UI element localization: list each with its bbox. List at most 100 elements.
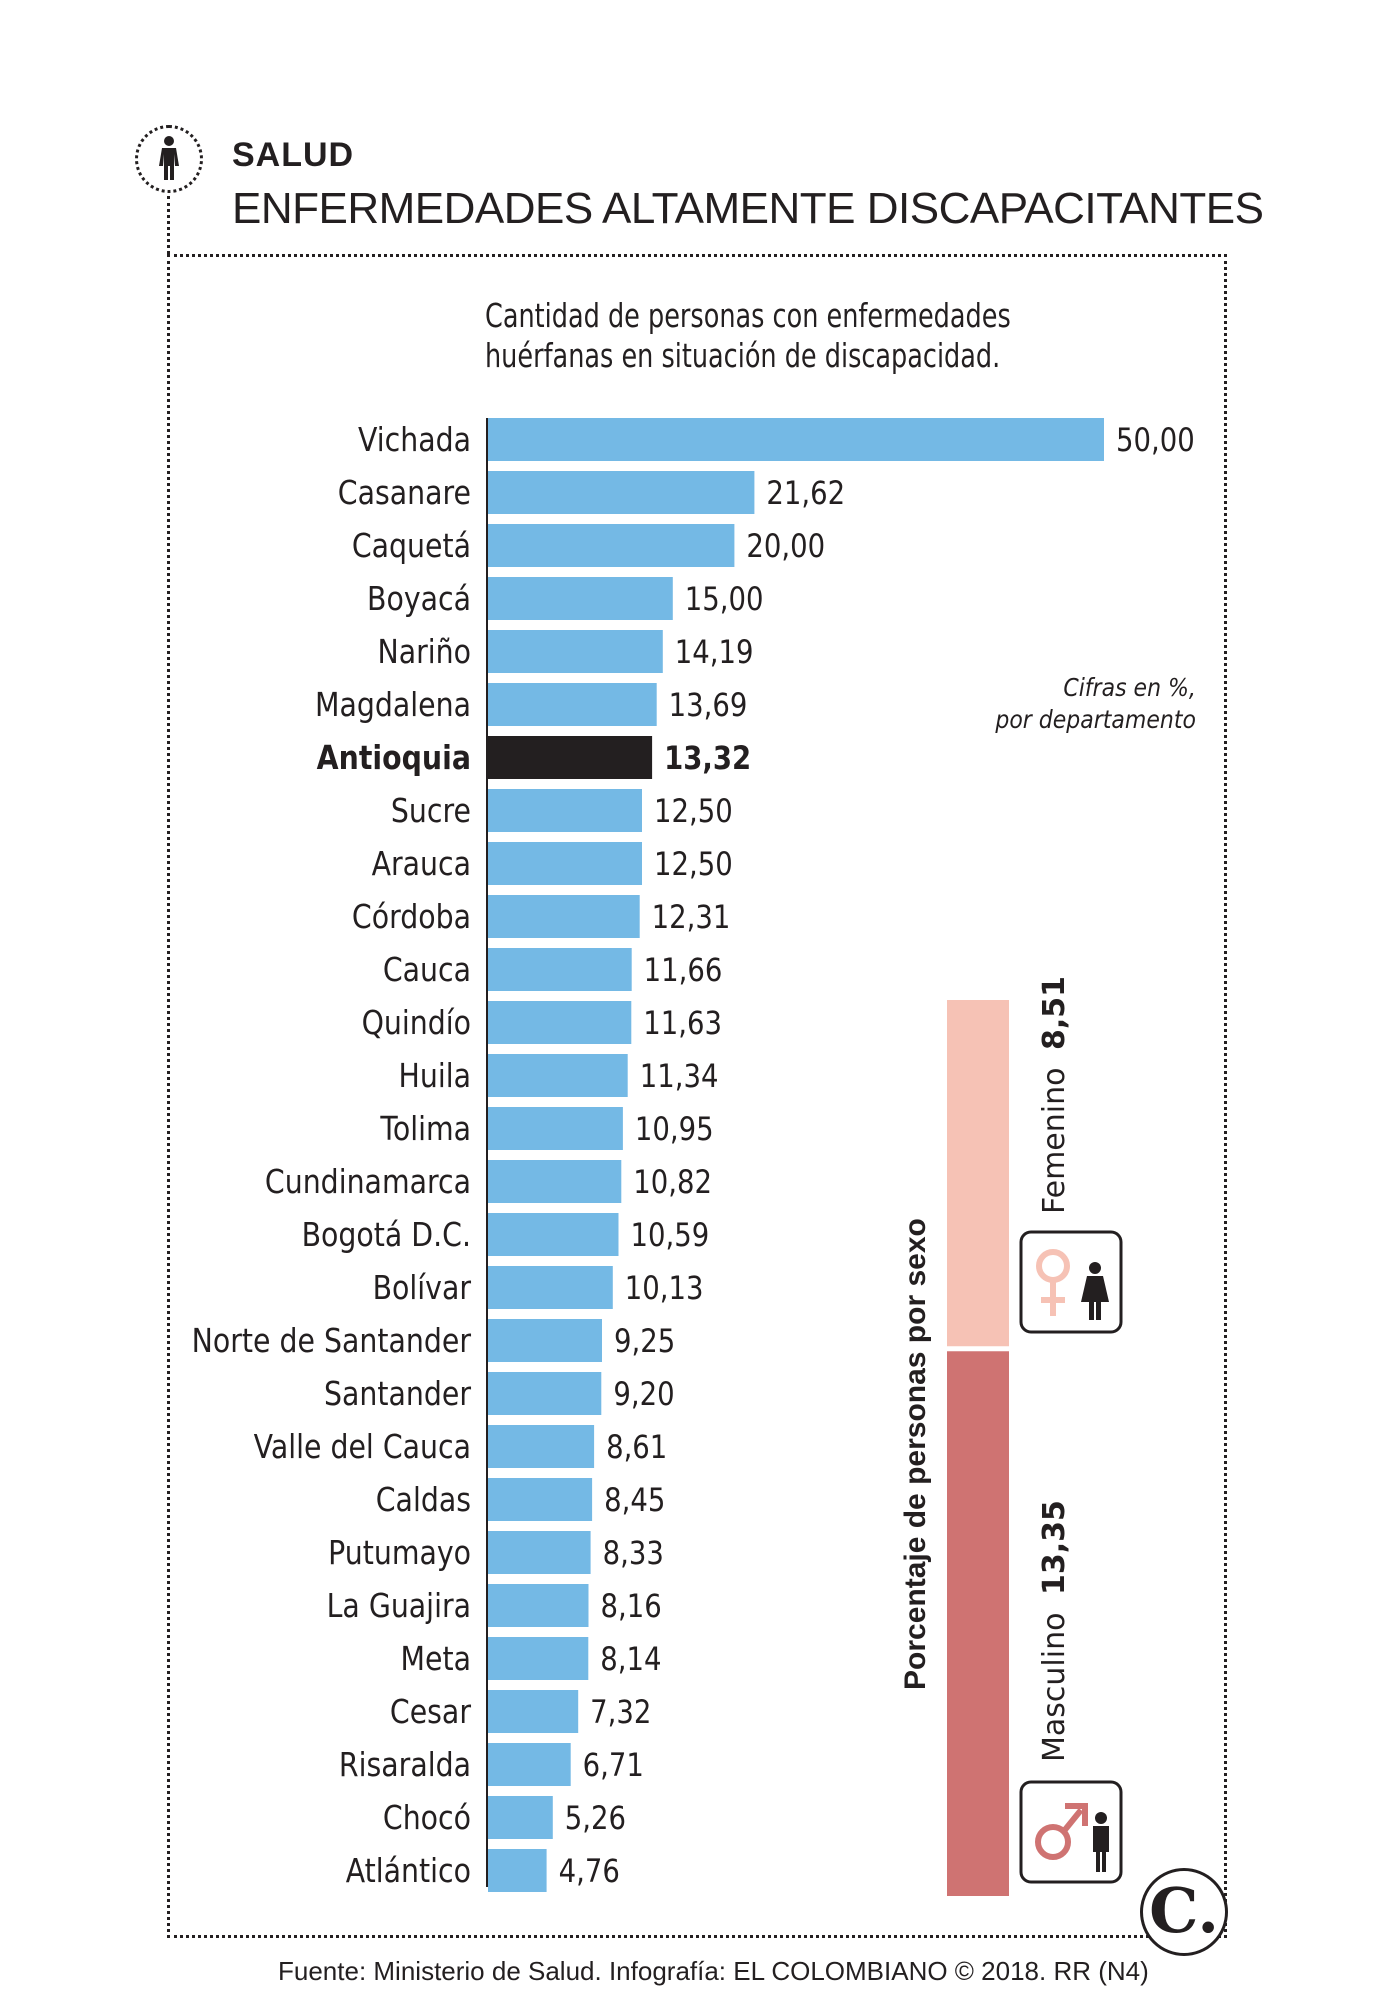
category-label: Atlántico	[346, 1852, 471, 1891]
value-label: 7,32	[590, 1694, 651, 1732]
value-label: 5,26	[565, 1800, 626, 1838]
category-label: Cauca	[383, 951, 471, 990]
category-label: Antioquia	[317, 739, 471, 778]
chart-note: Cifras en %, por departamento	[995, 672, 1196, 736]
value-label: 13,69	[669, 687, 748, 725]
category-label: Meta	[401, 1640, 471, 1679]
bar-boyac-	[488, 577, 673, 620]
value-label: 12,31	[652, 899, 731, 937]
bar-vichada	[488, 418, 1104, 461]
value-label: 13,32	[664, 740, 751, 778]
bar-norte-de-santander	[488, 1319, 602, 1362]
male-label: Masculino 13,35	[1037, 1500, 1072, 1762]
chart-frame	[167, 254, 1227, 1938]
woman-icon	[1081, 1262, 1109, 1320]
category-label: Magdalena	[315, 686, 471, 725]
category-label: Norte de Santander	[192, 1322, 472, 1361]
bar-choc-	[488, 1796, 553, 1839]
category-label: Vichada	[358, 421, 471, 460]
value-label: 10,95	[635, 1111, 714, 1149]
bar-quind-o	[488, 1001, 632, 1044]
value-label: 10,82	[633, 1164, 712, 1202]
male-symbol-icon	[1035, 1803, 1088, 1860]
bar-bol-var	[488, 1266, 613, 1309]
female-label: Femenino 8,51	[1037, 976, 1072, 1214]
bar-tolima	[488, 1107, 623, 1150]
bar-huila	[488, 1054, 628, 1097]
category-label: Caldas	[376, 1481, 471, 1520]
category-label: Cesar	[390, 1693, 471, 1732]
female-symbol-icon	[1036, 1249, 1070, 1316]
value-label: 8,45	[604, 1482, 665, 1520]
bar-antioquia	[488, 736, 653, 779]
category-label: Boyacá	[367, 580, 471, 619]
value-label: 8,14	[600, 1641, 661, 1679]
value-label: 11,34	[640, 1058, 719, 1096]
value-label: 6,71	[583, 1747, 644, 1785]
bar-risaralda	[488, 1743, 571, 1786]
female-label-text: Femenino	[1037, 1068, 1072, 1214]
category-label: Casanare	[338, 474, 471, 513]
bar-la-guajira	[488, 1584, 589, 1627]
category-label: Sucre	[391, 792, 471, 831]
bar-bogot-d-c-	[488, 1213, 619, 1256]
value-label: 12,50	[654, 793, 733, 831]
category-label: Valle del Cauca	[254, 1428, 471, 1467]
bar-nari-o	[488, 630, 663, 673]
value-label: 4,76	[559, 1853, 620, 1891]
person-icon	[135, 125, 203, 193]
female-icon-box	[1019, 1230, 1123, 1334]
value-label: 8,33	[603, 1535, 664, 1573]
value-label: 8,61	[606, 1429, 667, 1467]
category-label: Quindío	[362, 1004, 471, 1043]
category-label: Nariño	[378, 633, 471, 672]
value-label: 9,20	[613, 1376, 674, 1414]
bar-sucre	[488, 789, 642, 832]
category-label: Arauca	[372, 845, 471, 884]
value-label: 15,00	[685, 581, 764, 619]
bars-layer: Vichada 50,00 Casanare 21,62 Caquetá 20,00 Boy…	[192, 418, 1195, 1892]
value-label: 10,59	[630, 1217, 709, 1255]
bar-meta	[488, 1637, 589, 1680]
value-label: 50,00	[1116, 422, 1195, 460]
value-label: 11,66	[644, 952, 723, 990]
value-label: 9,25	[614, 1323, 675, 1361]
bar-atl-ntico	[488, 1849, 547, 1892]
male-bar	[947, 1348, 1009, 1896]
bar-santander	[488, 1372, 602, 1415]
category-label: Huila	[399, 1057, 471, 1096]
category-label: Tolima	[379, 1110, 471, 1149]
category-label: Bolívar	[373, 1269, 472, 1308]
el-colombiano-logo: C.	[1140, 1868, 1228, 1956]
bar-casanare	[488, 471, 755, 514]
header-lead-line	[167, 196, 170, 254]
bar-caquet-	[488, 524, 735, 567]
bar-putumayo	[488, 1531, 591, 1574]
sex-panel-title: Porcentaje de personas por sexo	[899, 1218, 932, 1690]
female-value: 8,51	[1037, 976, 1072, 1050]
chart-subtitle-line-1: Cantidad de personas con enfermedades	[485, 296, 1011, 335]
category-label: Chocó	[383, 1799, 471, 1838]
section-label: SALUD	[232, 136, 355, 174]
male-icon-box	[1019, 1780, 1123, 1884]
bar-cauca	[488, 948, 632, 991]
value-label: 8,16	[601, 1588, 662, 1626]
value-label: 20,00	[746, 528, 825, 566]
category-label: Risaralda	[339, 1746, 471, 1785]
bar-cundinamarca	[488, 1160, 622, 1203]
bar-caldas	[488, 1478, 593, 1521]
value-label: 12,50	[654, 846, 733, 884]
value-label: 11,63	[643, 1005, 722, 1043]
chart-note-line-2: por departamento	[995, 705, 1196, 734]
category-label: La Guajira	[327, 1587, 471, 1626]
category-label: Putumayo	[328, 1534, 471, 1573]
bar-magdalena	[488, 683, 657, 726]
value-label: 10,13	[625, 1270, 704, 1308]
category-label: Cundinamarca	[265, 1163, 471, 1202]
chart-subtitle: Cantidad de personas con enfermedades hu…	[485, 296, 1011, 376]
sex-panel: Porcentaje de personas por sexo Femenino…	[899, 976, 1123, 1896]
chart-note-line-1: Cifras en %,	[1063, 673, 1196, 702]
bar-c-rdoba	[488, 895, 640, 938]
category-label: Caquetá	[352, 527, 471, 566]
female-bar	[947, 1000, 1009, 1349]
